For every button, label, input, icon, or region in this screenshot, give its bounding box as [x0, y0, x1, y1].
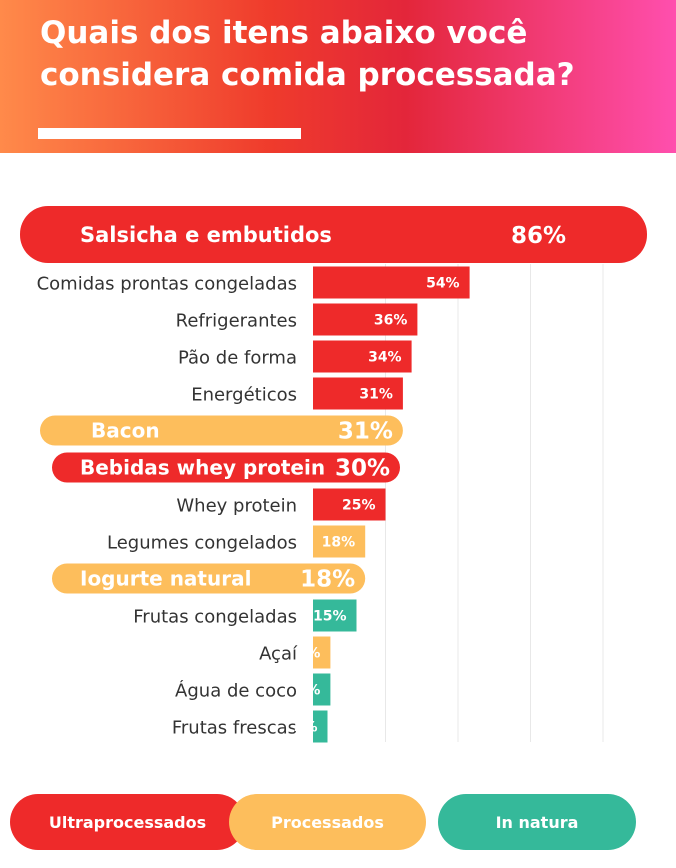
value-label: 6%: [297, 646, 321, 662]
category-label: Frutas congeladas: [133, 607, 297, 628]
category-label: Salsicha e embutidos: [80, 223, 332, 247]
title-underline: [38, 128, 301, 139]
bar: [52, 452, 400, 483]
value-label: 5%: [294, 720, 318, 736]
category-label: Refrigerantes: [176, 311, 297, 332]
bar: [20, 206, 647, 263]
category-label: Frutas frescas: [172, 718, 297, 739]
page-title: Quais dos itens abaixo você considera co…: [40, 15, 575, 93]
category-label: Pão de forma: [178, 348, 297, 369]
value-label: 34%: [368, 350, 402, 366]
category-label: Energéticos: [191, 385, 297, 406]
bar: [313, 673, 331, 706]
bar: [40, 415, 403, 446]
category-label: Bebidas whey protein: [80, 456, 325, 480]
value-label: 86%: [511, 223, 566, 249]
value-label: 15%: [313, 609, 347, 625]
bar: [313, 340, 412, 373]
bar: [313, 377, 403, 410]
value-label: 18%: [322, 535, 356, 551]
value-label: 54%: [426, 276, 460, 292]
category-label: Comidas prontas congeladas: [37, 274, 297, 295]
value-label: 31%: [338, 419, 393, 445]
legend-processados: Processados: [229, 794, 426, 850]
bar: [313, 636, 331, 669]
bar: [52, 563, 366, 594]
category-label: Bacon: [91, 419, 160, 443]
bar: [313, 710, 328, 743]
bar: [313, 303, 418, 336]
value-label: 18%: [300, 567, 355, 593]
category-label: Whey protein: [176, 496, 297, 517]
category-label: Legumes congelados: [107, 533, 297, 554]
bar: [313, 525, 366, 558]
legend-ultraprocessados: Ultraprocessados: [10, 794, 245, 850]
category-label: Açaí: [259, 644, 298, 665]
value-label: 6%: [297, 683, 321, 699]
category-label: Iogurte natural: [80, 567, 251, 591]
header-banner: Quais dos itens abaixo você considera co…: [0, 0, 676, 153]
bar: [313, 266, 470, 299]
value-label: 36%: [374, 313, 408, 329]
value-label: 30%: [335, 456, 390, 482]
value-label: 25%: [342, 498, 376, 514]
category-label: Água de coco: [175, 680, 297, 702]
bar: [313, 488, 386, 521]
legend-in-natura: In natura: [438, 794, 636, 850]
bar: [313, 599, 357, 632]
value-label: 31%: [359, 387, 393, 403]
